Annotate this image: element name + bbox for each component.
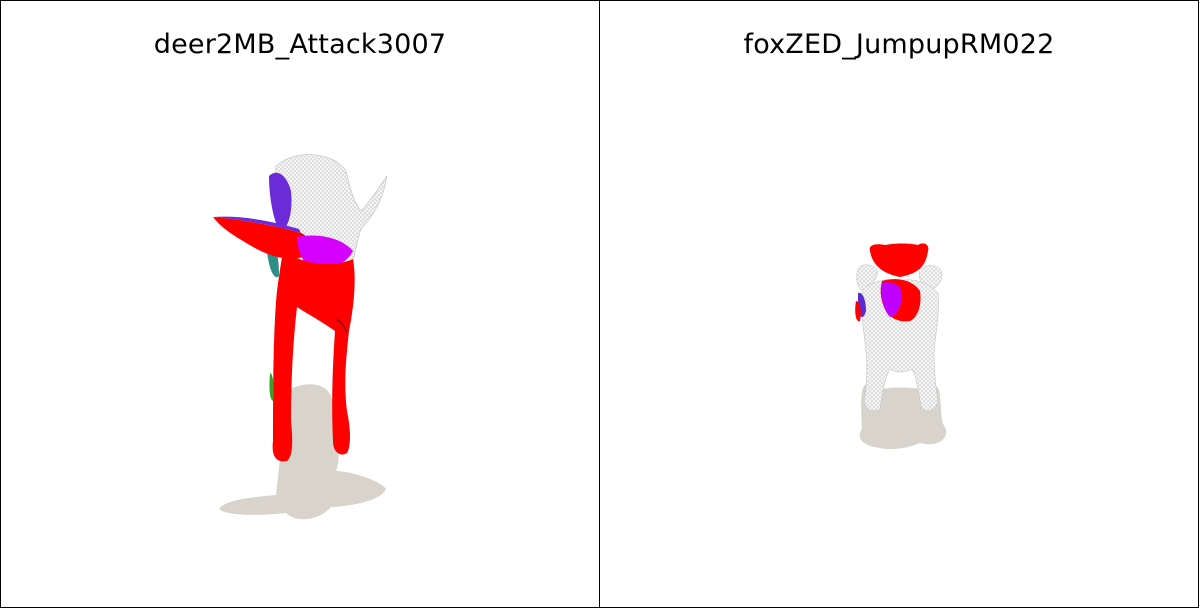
deer-shoulder-highlight [297, 235, 353, 271]
fox-render [855, 243, 947, 450]
deer-accent-green [269, 373, 274, 401]
panel-title-right: foxZED_JumpupRM022 [743, 29, 1055, 60]
deer-torso [272, 251, 355, 462]
fox-body-mesh [861, 279, 939, 412]
deer-leg-edge [334, 318, 348, 334]
panel-right: foxZED_JumpupRM022 [599, 0, 1199, 608]
fox-chest-highlight [881, 282, 902, 317]
panel-title-left: deer2MB_Attack3007 [153, 29, 447, 60]
deer-ear [213, 217, 310, 259]
deer-ear-rim [213, 216, 301, 233]
deer-side-purple [269, 172, 292, 233]
panel-left: deer2MB_Attack3007 [0, 0, 600, 608]
fox-side-red [855, 301, 861, 322]
deer-shadow [219, 384, 386, 520]
deer-render [213, 154, 388, 520]
fox-head-top [869, 243, 929, 277]
